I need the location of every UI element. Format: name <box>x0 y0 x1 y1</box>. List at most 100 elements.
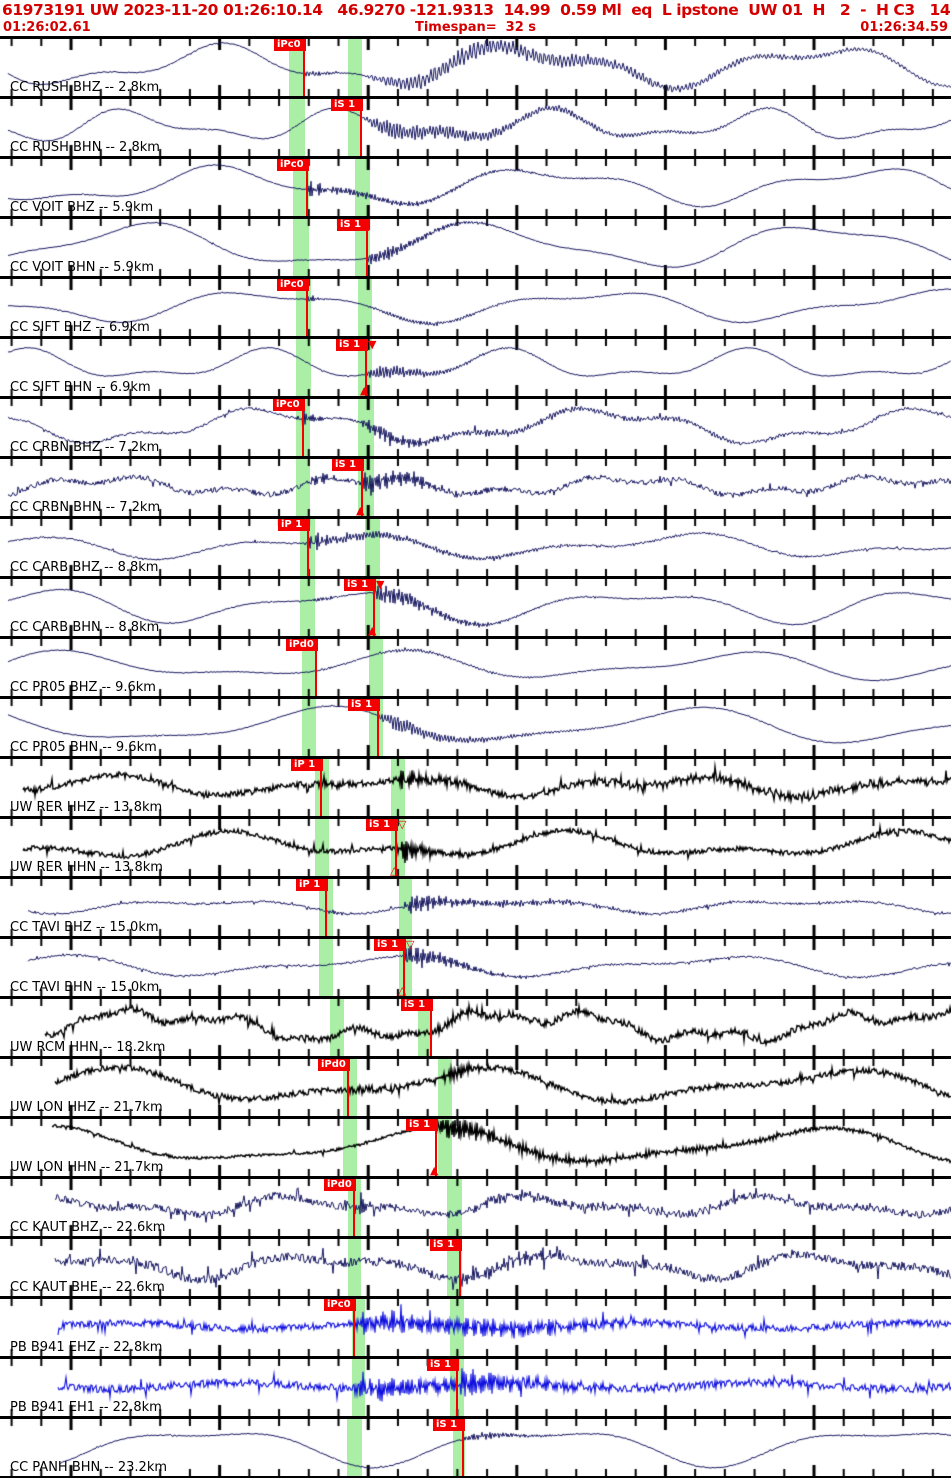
trace-row-cc-carb-bhn[interactable]: iS 1 ▼ ▲ CC CARB BHN -- 8.8km <box>0 576 951 636</box>
waveform-cc-kaut-bhe[interactable] <box>0 1239 951 1296</box>
waveform-cc-panh-bhn[interactable] <box>0 1419 951 1476</box>
pick-flag[interactable]: iPd0 <box>318 1059 350 1071</box>
trace-row-cc-pr05-bhn[interactable]: iS 1 CC PR05 BHN -- 9.6km <box>0 696 951 756</box>
trace-row-cc-sift-bhz[interactable]: iPc0 CC SIFT BHZ -- 6.9km <box>0 276 951 336</box>
pick-flag[interactable]: iS 1 <box>401 999 433 1011</box>
waveform-cc-rush-bhz[interactable] <box>0 39 951 96</box>
trace-row-cc-voit-bhz[interactable]: iPc0 CC VOIT BHZ -- 5.9km <box>0 156 951 216</box>
waveform-cc-carb-bhn[interactable] <box>0 579 951 636</box>
waveform-cc-kaut-bhz[interactable] <box>0 1179 951 1236</box>
trace-row-pb-b941-ehz[interactable]: iPc0 PB B941 EHZ -- 22.8km <box>0 1296 951 1356</box>
pick-line[interactable] <box>430 999 432 1056</box>
trace-label: CC KAUT BHE -- 22.6km <box>10 1280 165 1295</box>
pick-flag[interactable]: iS 1 <box>366 819 398 831</box>
waveform-cc-tavi-bhz[interactable] <box>0 879 951 936</box>
pick-flag[interactable]: iP 1 <box>296 879 328 891</box>
trace-row-cc-pr05-bhz[interactable]: iPd0 CC PR05 BHZ -- 9.6km <box>0 636 951 696</box>
waveform-cc-carb-bhz[interactable] <box>0 519 951 576</box>
trace-row-cc-kaut-bhe[interactable]: iS 1 CC KAUT BHE -- 22.6km <box>0 1236 951 1296</box>
waveform-pb-b941-ehz[interactable] <box>0 1299 951 1356</box>
pick-flag[interactable]: iPc0 <box>324 1299 356 1311</box>
pick-flag[interactable]: iS 1 <box>348 699 380 711</box>
pick-line[interactable] <box>373 579 375 636</box>
pick-line[interactable] <box>306 279 308 336</box>
pick-flag[interactable]: iS 1 <box>332 459 364 471</box>
trace-label: CC PR05 BHN -- 9.6km <box>10 740 157 755</box>
waveform-cc-tavi-bhn[interactable] <box>0 939 951 996</box>
pick-line[interactable] <box>302 399 304 456</box>
pick-flag[interactable]: iP 1 <box>291 759 323 771</box>
pick-line[interactable] <box>459 1239 461 1296</box>
trace-row-cc-crbn-bhz[interactable]: iPc0 CC CRBN BHZ -- 7.2km <box>0 396 951 456</box>
pick-flag[interactable]: iP 1 <box>278 519 310 531</box>
waveform-cc-voit-bhz[interactable] <box>0 159 951 216</box>
pick-line[interactable] <box>403 939 405 996</box>
waveform-uw-lon-hhn[interactable] <box>0 1119 951 1176</box>
pick-line[interactable] <box>353 1179 355 1236</box>
pick-flag[interactable]: iPc0 <box>277 159 309 171</box>
pick-line[interactable] <box>306 159 308 216</box>
pick-flag[interactable]: iS 1 <box>406 1119 438 1131</box>
trace-row-cc-kaut-bhz[interactable]: iPd0 CC KAUT BHZ -- 22.6km <box>0 1176 951 1236</box>
pick-line[interactable] <box>347 1059 349 1116</box>
trace-row-uw-lon-hhz[interactable]: iPd0 UW LON HHZ -- 21.7km <box>0 1056 951 1116</box>
pick-flag[interactable]: iS 1 <box>344 579 376 591</box>
pick-flag[interactable]: iS 1 <box>430 1239 462 1251</box>
waveform-cc-crbn-bhn[interactable] <box>0 459 951 516</box>
pick-line[interactable] <box>315 639 317 696</box>
trace-row-cc-rush-bhn[interactable]: iS 1 CC RUSH BHN -- 2.8km <box>0 96 951 156</box>
pick-line[interactable] <box>395 819 397 876</box>
pick-flag[interactable]: iS 1 <box>337 219 369 231</box>
waveform-pb-b941-eh1[interactable] <box>0 1359 951 1416</box>
waveform-uw-rer-hhz[interactable] <box>0 759 951 816</box>
waveform-cc-rush-bhn[interactable] <box>0 99 951 156</box>
pick-line[interactable] <box>303 39 305 96</box>
pick-flag[interactable]: iPd0 <box>286 639 318 651</box>
pick-flag[interactable]: iPc0 <box>274 39 306 51</box>
trace-row-cc-rush-bhz[interactable]: iPc0 CC RUSH BHZ -- 2.8km <box>0 36 951 96</box>
pick-line[interactable] <box>377 699 379 756</box>
pick-line[interactable] <box>435 1119 437 1176</box>
trace-row-cc-sift-bhn[interactable]: iS 1 ▼ ▲ CC SIFT BHN -- 6.9km <box>0 336 951 396</box>
trace-row-uw-rer-hhn[interactable]: iS 1 ▽ △ UW RER HHN -- 13.8km <box>0 816 951 876</box>
trace-row-pb-b941-eh1[interactable]: iS 1 PB B941 EH1 -- 22.8km <box>0 1356 951 1416</box>
waveform-cc-pr05-bhz[interactable] <box>0 639 951 696</box>
pick-flag[interactable]: iPd0 <box>324 1179 356 1191</box>
trace-row-uw-lon-hhn[interactable]: iS 1 ▲ UW LON HHN -- 21.7km <box>0 1116 951 1176</box>
pick-flag[interactable]: iS 1 <box>433 1419 465 1431</box>
pick-line[interactable] <box>360 99 362 156</box>
pick-flag[interactable]: iS 1 <box>336 339 368 351</box>
waveform-cc-crbn-bhz[interactable] <box>0 399 951 456</box>
trace-row-uw-rcm-hhn[interactable]: iS 1 UW RCM HHN -- 18.2km <box>0 996 951 1056</box>
pick-uncertainty-top-marker: ▼ <box>368 338 377 351</box>
pick-line[interactable] <box>307 519 309 576</box>
trace-row-cc-carb-bhz[interactable]: iP 1 CC CARB BHZ -- 8.8km <box>0 516 951 576</box>
trace-row-cc-voit-bhn[interactable]: iS 1 CC VOIT BHN -- 5.9km <box>0 216 951 276</box>
pick-line[interactable] <box>365 339 367 396</box>
pick-line[interactable] <box>325 879 327 936</box>
pick-line[interactable] <box>361 459 363 516</box>
trace-row-cc-crbn-bhn[interactable]: iS 1 ▲ CC CRBN BHN -- 7.2km <box>0 456 951 516</box>
pick-line[interactable] <box>353 1299 355 1356</box>
pick-line[interactable] <box>320 759 322 816</box>
pick-flag[interactable]: iS 1 <box>427 1359 459 1371</box>
pick-line[interactable] <box>462 1419 464 1476</box>
waveform-cc-sift-bhz[interactable] <box>0 279 951 336</box>
trace-row-cc-panh-bhn[interactable]: iS 1 CC PANH BHN -- 23.2km <box>0 1416 951 1478</box>
waveform-uw-rer-hhn[interactable] <box>0 819 951 876</box>
trace-row-cc-tavi-bhn[interactable]: iS 1 ▽ △ CC TAVI BHN -- 15.0km <box>0 936 951 996</box>
pick-flag[interactable]: iS 1 <box>374 939 406 951</box>
trace-label: CC KAUT BHZ -- 22.6km <box>10 1220 166 1235</box>
waveform-uw-lon-hhz[interactable] <box>0 1059 951 1116</box>
trace-row-uw-rer-hhz[interactable]: iP 1 UW RER HHZ -- 13.8km <box>0 756 951 816</box>
pick-flag[interactable]: iS 1 <box>331 99 363 111</box>
pick-line[interactable] <box>366 219 368 276</box>
waveform-cc-pr05-bhn[interactable] <box>0 699 951 756</box>
pick-flag[interactable]: iPc0 <box>277 279 309 291</box>
trace-row-cc-tavi-bhz[interactable]: iP 1 CC TAVI BHZ -- 15.0km <box>0 876 951 936</box>
waveform-cc-sift-bhn[interactable] <box>0 339 951 396</box>
waveform-cc-voit-bhn[interactable] <box>0 219 951 276</box>
pick-line[interactable] <box>456 1359 458 1416</box>
waveform-uw-rcm-hhn[interactable] <box>0 999 951 1056</box>
pick-flag[interactable]: iPc0 <box>273 399 305 411</box>
